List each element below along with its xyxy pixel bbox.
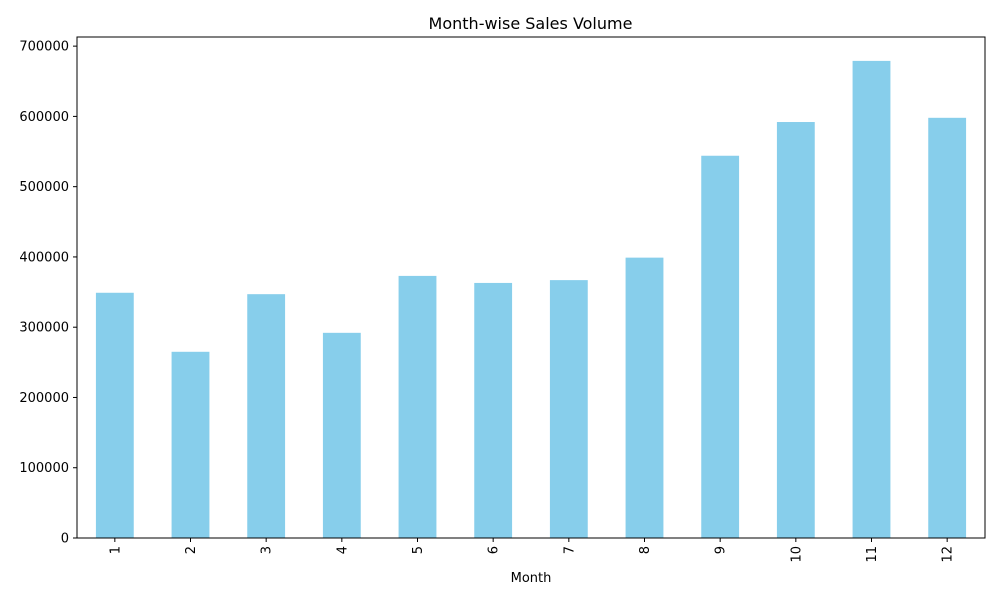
y-tick-label: 300000 <box>19 321 69 336</box>
y-tick-label: 700000 <box>19 40 69 55</box>
x-tick-label: 12 <box>941 546 956 563</box>
y-tick-label: 0 <box>61 532 69 547</box>
x-tick-label: 7 <box>562 546 577 554</box>
y-axis-ticks: 0 100000 200000 300000 400000 500000 600000 700… <box>19 40 77 547</box>
x-axis-ticks: 1 2 3 4 5 6 7 8 9 10 11 12 <box>108 538 956 563</box>
bar-month-5 <box>398 275 437 538</box>
x-tick-label: 5 <box>411 546 426 554</box>
y-tick-label: 400000 <box>19 250 69 265</box>
x-tick-label: 2 <box>184 546 199 554</box>
y-tick-label: 200000 <box>19 391 69 406</box>
chart-title: Month-wise Sales Volume <box>429 14 633 33</box>
x-tick-label: 9 <box>714 546 729 554</box>
y-tick-label: 600000 <box>19 110 69 125</box>
bar-month-9 <box>701 155 740 538</box>
bar-month-7 <box>549 280 588 538</box>
bar-month-10 <box>776 122 815 539</box>
x-tick-label: 1 <box>108 546 123 554</box>
bar-month-6 <box>474 282 513 538</box>
bar-month-2 <box>171 351 210 538</box>
y-tick-label: 100000 <box>19 461 69 476</box>
x-tick-label: 10 <box>789 546 804 563</box>
bar-month-1 <box>95 292 134 538</box>
x-tick-label: 4 <box>335 546 350 554</box>
x-tick-label: 3 <box>260 546 275 554</box>
bar-month-12 <box>928 117 967 538</box>
bar-month-3 <box>247 294 286 538</box>
x-tick-label: 11 <box>865 546 880 563</box>
bar-month-4 <box>322 332 361 538</box>
x-tick-label: 8 <box>638 546 653 554</box>
plot-frame <box>76 36 986 539</box>
bar-month-8 <box>625 257 664 538</box>
bars-group <box>95 60 967 539</box>
x-tick-label: 6 <box>487 546 502 554</box>
bar-month-11 <box>852 60 891 539</box>
y-tick-label: 500000 <box>19 180 69 195</box>
x-axis-label: Month <box>511 571 552 586</box>
